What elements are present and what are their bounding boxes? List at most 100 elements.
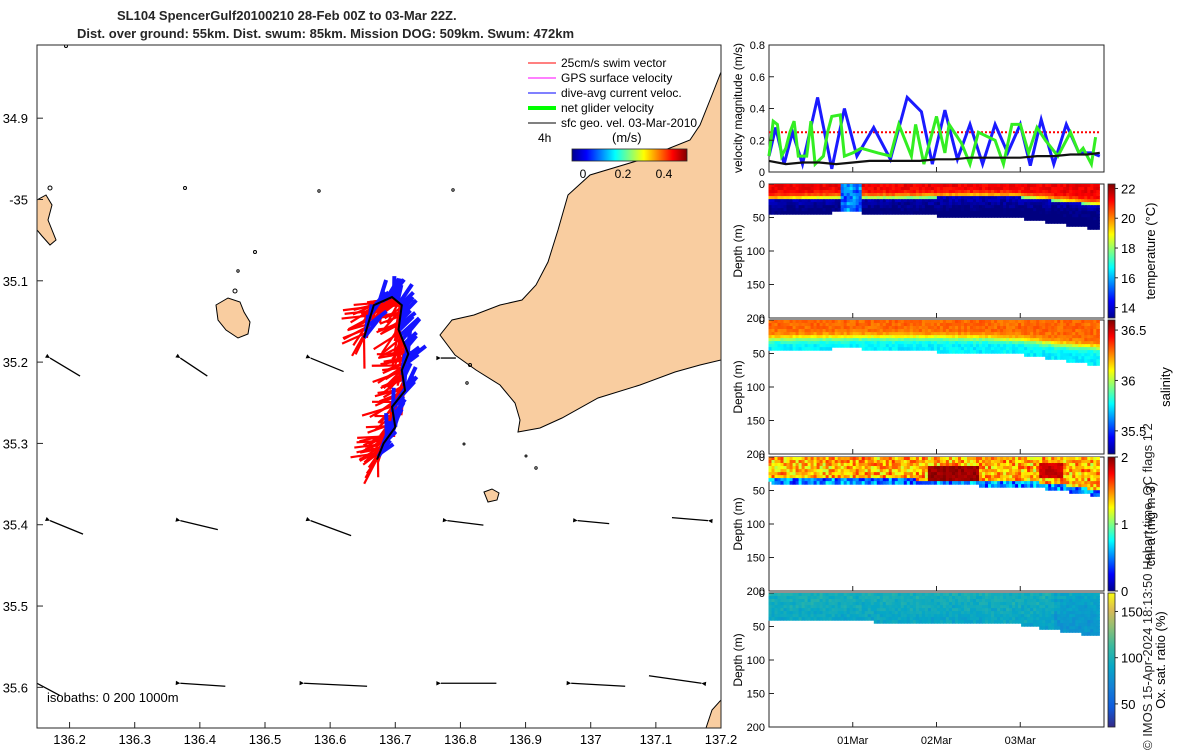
profile-cell: [1006, 620, 1010, 624]
profile-cell: [1000, 460, 1004, 464]
profile-cell: [825, 341, 830, 345]
profile-cell: [768, 332, 773, 336]
profile-cell: [861, 463, 866, 467]
profile-cell: [852, 320, 857, 324]
profile-cell: [810, 344, 815, 348]
profile-cell: [1060, 472, 1064, 476]
profile-cell: [1069, 320, 1073, 324]
profile-cell: [994, 460, 998, 464]
profile-cell: [967, 617, 971, 621]
profile-cell: [825, 596, 830, 600]
profile-cell: [1048, 350, 1052, 354]
profile-cell: [942, 214, 947, 218]
profile-cell: [1048, 466, 1052, 470]
profile-cell: [961, 190, 965, 194]
profile-cell: [879, 457, 884, 461]
profile-cell: [1021, 208, 1025, 212]
profile-cell: [786, 196, 791, 200]
profile-cell: [1063, 320, 1067, 324]
profile-cell: [804, 190, 809, 194]
profile-cell: [1000, 478, 1004, 482]
profile-cell: [1081, 187, 1085, 191]
profile-cell: [834, 475, 839, 479]
profile-cell: [1063, 611, 1067, 615]
profile-cell: [768, 611, 773, 615]
profile-cell: [801, 457, 806, 461]
profile-cell: [1030, 623, 1034, 627]
profile-cell: [979, 472, 983, 476]
profile-cell: [964, 320, 968, 324]
profile-cell: [867, 332, 872, 336]
profile-cell: [985, 326, 989, 330]
swim-vector: [382, 366, 403, 372]
profile-cell: [849, 460, 854, 464]
profile-cell: [870, 457, 875, 461]
profile-cell: [1087, 190, 1091, 194]
profile-cell: [939, 332, 944, 336]
profile-cell: [1081, 353, 1085, 357]
profile-cell: [831, 202, 836, 206]
profile-cell: [801, 466, 806, 470]
profile-cell: [870, 463, 875, 467]
profile-cell: [873, 184, 878, 188]
profile-cell: [1030, 214, 1034, 218]
profile-cell: [1078, 208, 1082, 212]
profile-cell: [873, 481, 878, 485]
swim-vector: [370, 311, 402, 319]
profile-cell: [945, 202, 950, 206]
profile-cell: [1030, 338, 1034, 342]
profile-cell: [885, 596, 890, 600]
profile-cell: [768, 475, 773, 479]
profile-cell: [1036, 199, 1040, 203]
profile-cell: [985, 190, 989, 194]
profile-cell: [798, 205, 803, 209]
profile-cell: [792, 614, 797, 618]
profile-cell: [1024, 199, 1028, 203]
profile-cell: [900, 320, 905, 324]
profile-cell: [1042, 460, 1046, 464]
profile-cell: [1027, 620, 1031, 624]
profile-cell: [1018, 187, 1022, 191]
profile-cell: [1090, 335, 1094, 339]
profile-cell: [1084, 350, 1088, 354]
profile-cell: [939, 347, 944, 351]
profile-cell: [1081, 347, 1085, 351]
profile-cell: [855, 596, 860, 600]
profile-cell: [852, 602, 857, 606]
profile-cell: [840, 332, 845, 336]
profile-cell: [822, 323, 827, 327]
profile-cell: [1048, 217, 1052, 221]
profile-cell: [1024, 478, 1028, 482]
profile-cell: [1045, 214, 1049, 218]
profile-cell: [1021, 605, 1025, 609]
profile-cell: [1072, 223, 1076, 227]
profile-cell: [1087, 629, 1091, 633]
profile-cell: [1003, 481, 1007, 485]
profile-cell: [915, 326, 920, 330]
profile-cell: [967, 457, 971, 461]
profile-cell: [1093, 208, 1097, 212]
profile-cell: [1066, 214, 1070, 218]
profile-cell: [774, 341, 779, 345]
profile-cell: [1096, 350, 1100, 354]
profile-cell: [804, 617, 809, 621]
profile-cell: [1075, 184, 1079, 188]
profile-cell: [961, 344, 965, 348]
profile-cell: [1084, 457, 1088, 461]
profile-cell: [777, 478, 782, 482]
profile-cell: [840, 184, 845, 188]
profile-cell: [882, 193, 887, 197]
profile-cell: [1060, 329, 1064, 333]
profile-cell: [1060, 353, 1064, 357]
profile-cell: [1045, 350, 1049, 354]
profile-cell: [891, 599, 896, 603]
profile-cell: [1048, 469, 1052, 473]
profile-cell: [1039, 593, 1043, 597]
current-vector: [389, 409, 398, 434]
profile-cell: [1012, 329, 1016, 333]
profile-cell: [882, 335, 887, 339]
profile-cell: [882, 478, 887, 482]
profile-cell: [1036, 205, 1040, 209]
profile-cell: [958, 323, 962, 327]
profile-cell: [1009, 469, 1013, 473]
